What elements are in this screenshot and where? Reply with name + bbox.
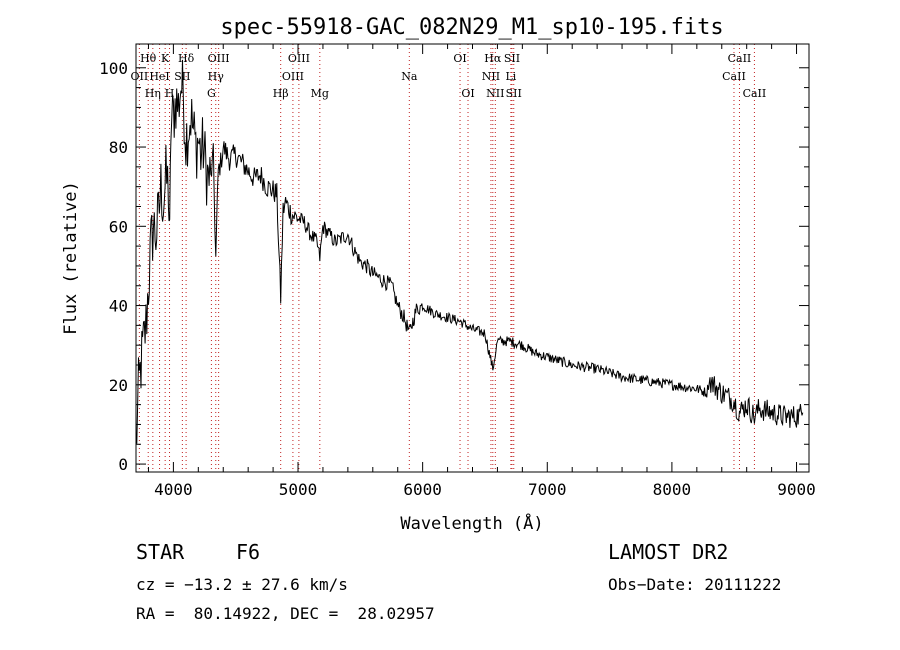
line-label: OIII <box>288 52 310 65</box>
y-axis-label: Flux (relative) <box>61 181 81 335</box>
x-tick-label: 5000 <box>279 480 318 499</box>
line-label: HeI <box>149 70 169 83</box>
x-tick-label: 7000 <box>528 480 567 499</box>
y-axis: 0 20 40 60 80 100 <box>99 59 809 474</box>
y-tick-label: 80 <box>109 138 128 157</box>
line-label: G <box>207 87 216 100</box>
line-label: H <box>165 87 175 100</box>
line-label: OIII <box>208 52 230 65</box>
survey-name: LAMOST DR2 <box>608 540 729 564</box>
x-axis-label: Wavelength (Å) <box>400 512 543 534</box>
y-tick-label: 20 <box>109 376 128 395</box>
line-label: Hη <box>145 87 161 100</box>
line-label: Hθ <box>140 52 157 65</box>
y-tick-label: 0 <box>118 455 128 474</box>
line-label: K <box>161 52 170 65</box>
line-label: NII <box>486 87 504 100</box>
line-label: Hγ <box>208 70 225 83</box>
spectrum-line <box>135 59 804 444</box>
x-axis: 4000 5000 6000 7000 8000 9000 <box>147 44 816 499</box>
y-tick-label: 60 <box>109 217 128 236</box>
coordinates: RA = 80.14922, DEC = 28.02957 <box>136 604 435 623</box>
object-subclass: F6 <box>236 540 261 564</box>
chart-title: spec-55918-GAC_082N29_M1_sp10-195.fits <box>220 15 723 40</box>
line-label: OI <box>453 52 466 65</box>
line-label: OIII <box>282 70 304 83</box>
line-label: Hα <box>484 52 502 65</box>
line-label: Hδ <box>178 52 195 65</box>
line-label: CaII <box>743 87 767 100</box>
emission-absorption-markers <box>138 44 755 472</box>
observation-date: Obs−Date: 20111222 <box>608 575 782 594</box>
y-tick-label: 100 <box>99 59 128 78</box>
x-tick-label: 9000 <box>777 480 816 499</box>
object-class: STAR <box>136 540 185 564</box>
line-labels: Hθ OII Hη K HeI H Hδ SII OIII Hγ G Hβ OIII OIII Mg Na OI… <box>131 52 767 100</box>
line-label: CaII <box>722 70 746 83</box>
plot-frame <box>135 43 810 473</box>
line-label: SII <box>506 87 522 100</box>
redshift-velocity: cz = −13.2 ± 27.6 km/s <box>136 575 348 594</box>
x-tick-label: 8000 <box>653 480 692 499</box>
line-label: SII <box>504 52 520 65</box>
line-label: Li <box>505 70 516 83</box>
line-label: NII <box>482 70 500 83</box>
y-tick-label: 40 <box>109 297 128 316</box>
line-label: OII <box>131 70 149 83</box>
line-label: CaII <box>728 52 752 65</box>
x-tick-label: 4000 <box>154 480 193 499</box>
line-label: Na <box>401 70 418 83</box>
line-label: Mg <box>311 87 329 100</box>
line-label: Hβ <box>273 87 289 100</box>
line-label: OI <box>461 87 474 100</box>
x-tick-label: 6000 <box>403 480 442 499</box>
